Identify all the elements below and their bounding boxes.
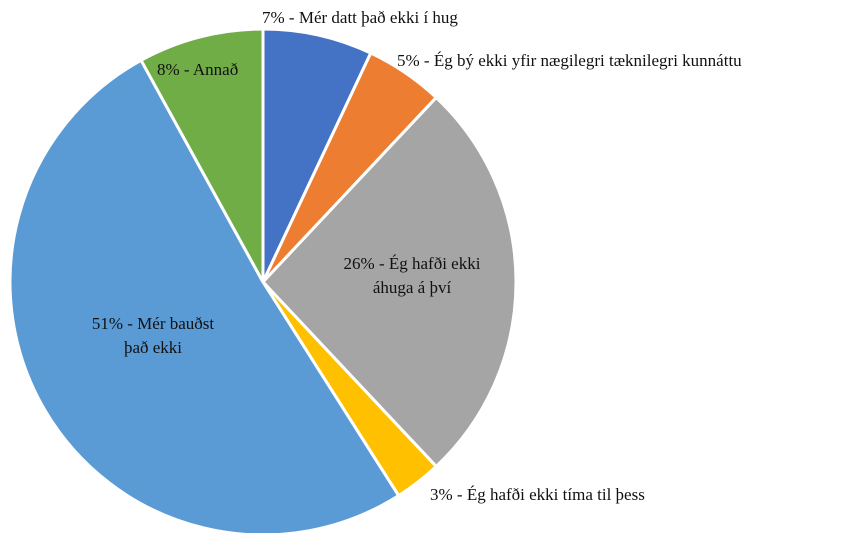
- data-label: 7% - Mér datt það ekki í hug: [262, 8, 458, 27]
- data-label: 26% - Ég hafði ekki áhuga á því: [343, 254, 481, 297]
- pie-slice: [261, 96, 518, 468]
- pie-slice: [8, 58, 401, 533]
- data-label: 5% - Ég bý ekki yfir nægilegri tæknilegr…: [397, 51, 742, 70]
- pie-slice: [261, 27, 373, 284]
- data-label: 3% - Ég hafði ekki tíma til þess: [430, 485, 645, 504]
- pie-slice: [139, 27, 265, 284]
- data-label: 8% - Annað: [157, 60, 239, 79]
- data-label: 51% - Mér bauðst það ekki: [91, 314, 215, 357]
